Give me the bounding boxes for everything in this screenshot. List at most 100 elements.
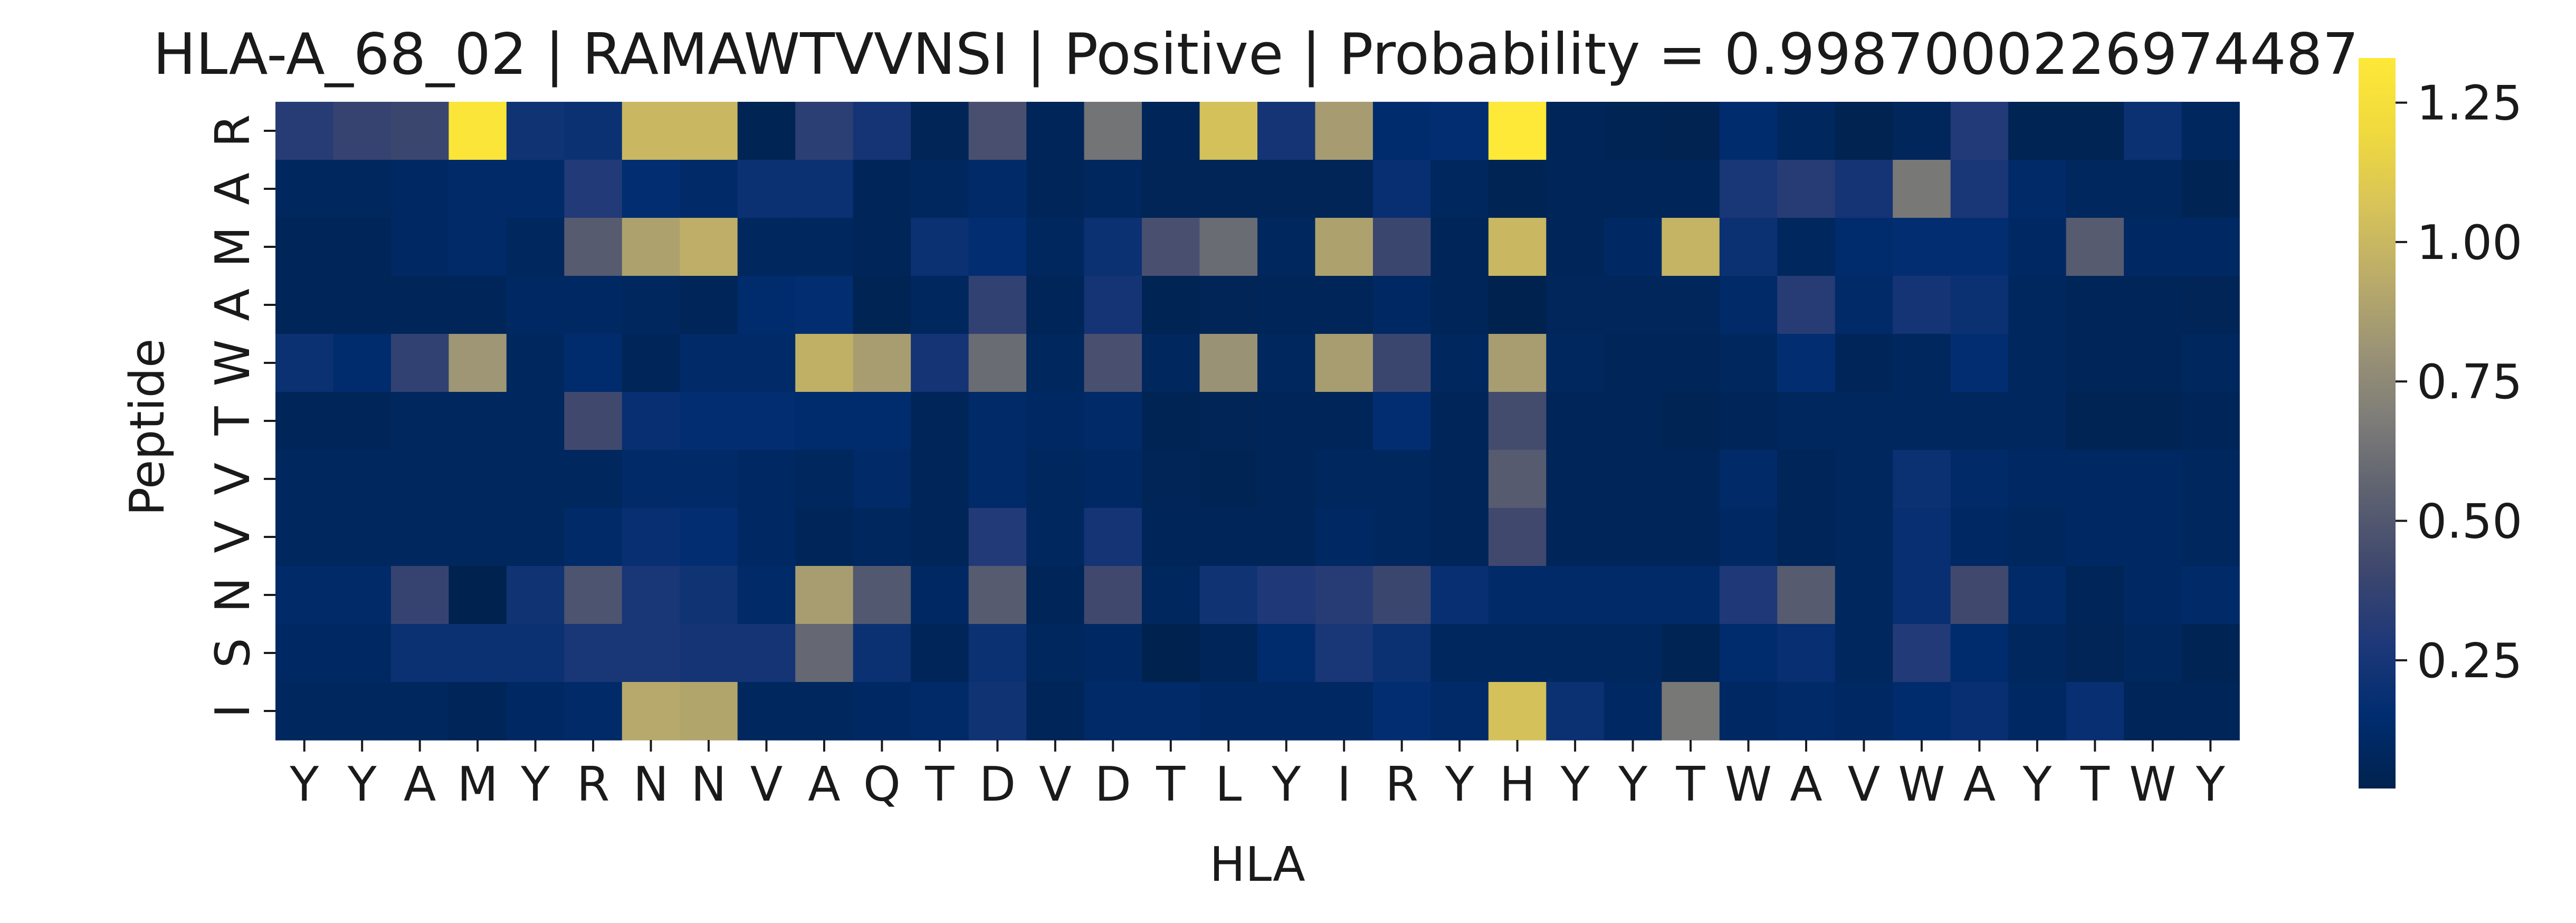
y-tick-label: R xyxy=(205,114,261,148)
heatmap-cell xyxy=(1662,160,1720,218)
heatmap-cell xyxy=(333,392,392,450)
heatmap-cell xyxy=(853,334,911,392)
heatmap-cell xyxy=(506,624,565,682)
heatmap-cell xyxy=(1950,102,2009,160)
heatmap-cell xyxy=(1315,218,1373,276)
heatmap-cell xyxy=(2181,624,2240,682)
heatmap-cell xyxy=(1257,392,1316,450)
x-tick-label: Y xyxy=(1271,757,1301,812)
heatmap-cell xyxy=(1199,682,1258,741)
heatmap-cell xyxy=(2066,160,2124,218)
heatmap-cell xyxy=(911,624,969,682)
heatmap-cell xyxy=(1257,160,1316,218)
heatmap-cell xyxy=(737,218,796,276)
heatmap-cell xyxy=(853,566,911,624)
heatmap-cell xyxy=(390,334,450,392)
heatmap-cell xyxy=(1257,218,1316,276)
heatmap-cell xyxy=(1315,624,1373,682)
heatmap-cell xyxy=(1488,218,1547,276)
heatmap-cell xyxy=(911,334,969,392)
heatmap-cell xyxy=(2066,102,2124,160)
heatmap-cell xyxy=(737,450,796,508)
heatmap-cell xyxy=(1199,392,1258,450)
x-tick-label: W xyxy=(1725,757,1772,812)
heatmap-cell xyxy=(506,508,565,566)
heatmap-cell xyxy=(1662,102,1720,160)
heatmap-cell xyxy=(680,508,738,566)
heatmap-cell xyxy=(506,102,565,160)
heatmap-cell xyxy=(680,682,738,741)
heatmap-cell xyxy=(2181,334,2240,392)
heatmap-cell xyxy=(1604,624,1663,682)
heatmap-cell xyxy=(564,102,623,160)
heatmap-cell xyxy=(2066,566,2124,624)
heatmap-cell xyxy=(2124,450,2182,508)
heatmap-cell xyxy=(2066,334,2124,392)
heatmap-cell xyxy=(2066,218,2124,276)
heatmap-cell xyxy=(506,682,565,741)
heatmap-cell xyxy=(853,102,911,160)
heatmap-cell xyxy=(333,102,392,160)
heatmap-cell xyxy=(2124,392,2182,450)
heatmap-cell xyxy=(275,160,334,218)
y-tick-label: A xyxy=(205,172,261,205)
heatmap-cell xyxy=(1950,392,2009,450)
x-tick-label: R xyxy=(577,757,610,812)
heatmap-cell xyxy=(2008,160,2067,218)
heatmap-cell xyxy=(1950,508,2009,566)
heatmap-cell xyxy=(622,102,681,160)
x-tick-label: Y xyxy=(1560,757,1590,812)
heatmap-cell xyxy=(1893,276,1951,334)
heatmap-cell xyxy=(2008,682,2067,741)
heatmap-cell xyxy=(737,102,796,160)
heatmap-cell xyxy=(449,102,507,160)
heatmap-cell xyxy=(1026,276,1085,334)
y-tick-label: W xyxy=(205,340,261,387)
heatmap-cell xyxy=(1199,218,1258,276)
x-tick-label: Y xyxy=(520,757,550,812)
heatmap-cell xyxy=(1430,276,1489,334)
heatmap-cell xyxy=(564,450,623,508)
heatmap-cell xyxy=(2008,392,2067,450)
heatmap-cell xyxy=(1257,508,1316,566)
heatmap-cell xyxy=(1546,334,1605,392)
heatmap-cell xyxy=(390,218,450,276)
heatmap-cell xyxy=(1893,102,1951,160)
heatmap-cell xyxy=(622,218,681,276)
heatmap-cell xyxy=(333,334,392,392)
heatmap-cell xyxy=(795,508,854,566)
heatmap-cell xyxy=(1777,566,1836,624)
heatmap-cell xyxy=(390,566,450,624)
heatmap-cell xyxy=(1893,392,1951,450)
heatmap-cell xyxy=(1488,508,1547,566)
x-tick-label: Q xyxy=(863,757,901,812)
heatmap-cell xyxy=(1777,102,1836,160)
heatmap-cell xyxy=(795,160,854,218)
heatmap-cell xyxy=(1835,334,1893,392)
heatmap-cell xyxy=(1719,624,1778,682)
heatmap-cell xyxy=(1893,450,1951,508)
heatmap-cell xyxy=(2008,102,2067,160)
heatmap-cell xyxy=(853,624,911,682)
heatmap-cell xyxy=(1950,450,2009,508)
heatmap-cell xyxy=(680,276,738,334)
heatmap-cell xyxy=(449,682,507,741)
x-tick-label: A xyxy=(404,757,436,812)
heatmap-cell xyxy=(911,682,969,741)
heatmap-cell xyxy=(853,682,911,741)
heatmap-cell xyxy=(2181,682,2240,741)
heatmap-cell xyxy=(1257,682,1316,741)
heatmap-cell xyxy=(449,566,507,624)
heatmap-cell xyxy=(1372,450,1432,508)
heatmap-cells xyxy=(275,102,2240,741)
heatmap-cell xyxy=(506,450,565,508)
y-tick-label: M xyxy=(205,226,261,267)
heatmap-cell xyxy=(2066,392,2124,450)
heatmap-cell xyxy=(333,682,392,741)
heatmap-cell xyxy=(795,392,854,450)
heatmap-cell xyxy=(506,160,565,218)
heatmap-cell xyxy=(1662,508,1720,566)
heatmap-cell xyxy=(1835,276,1893,334)
heatmap-cell xyxy=(1546,682,1605,741)
heatmap-cell xyxy=(1026,392,1085,450)
